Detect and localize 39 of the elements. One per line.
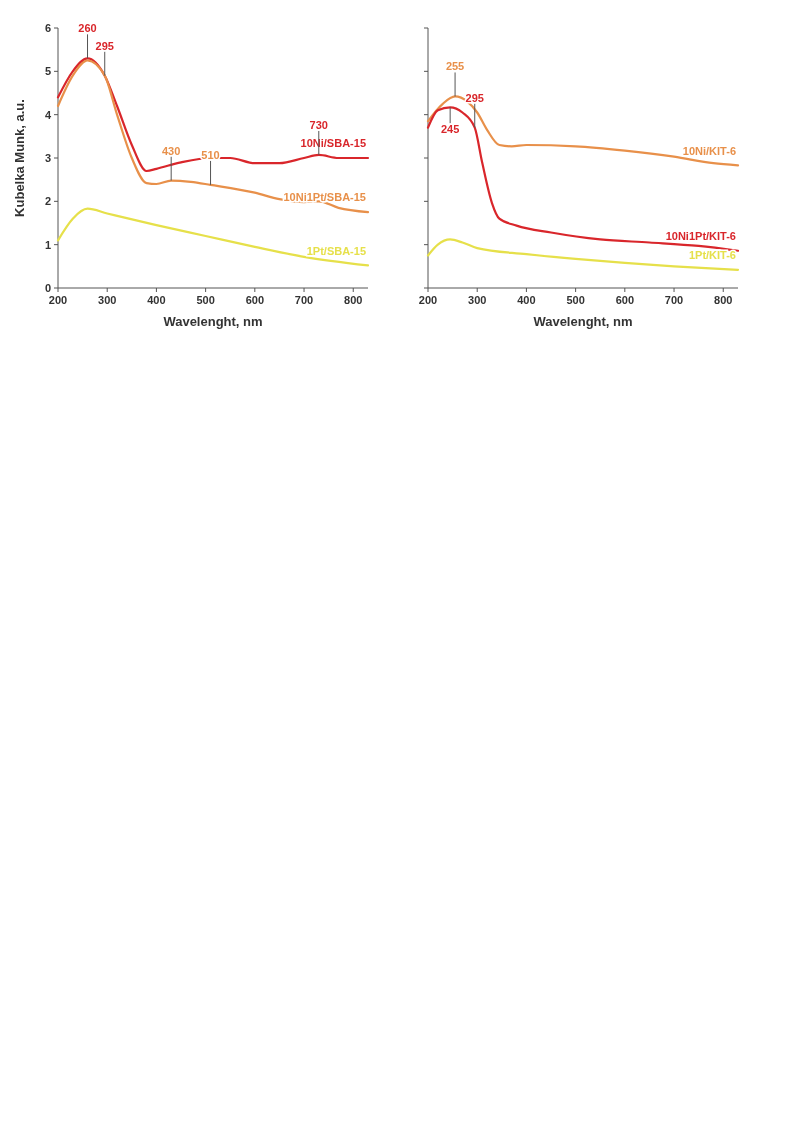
annotation: 255 — [445, 60, 465, 73]
x-tick-label: 500 — [566, 294, 585, 306]
y-tick-label: 1 — [44, 238, 51, 251]
x-tick-label: 400 — [147, 294, 166, 306]
y-tick-label: 4 — [44, 108, 52, 121]
x-tick-label: 800 — [344, 294, 363, 306]
x-tick-label: 600 — [615, 294, 635, 306]
x-tick-label: 300 — [98, 294, 117, 306]
x-tick-label: 200 — [418, 294, 438, 306]
x-axis-title: Wavelenght, nm — [533, 314, 633, 329]
annotation: 730 — [309, 118, 328, 131]
annotation: 260 — [78, 22, 97, 35]
y-tick-label: 0 — [44, 282, 51, 294]
x-tick-label: 800 — [714, 294, 733, 306]
line-series — [56, 57, 370, 173]
series-label: 10Ni1Pt/KIT-6 — [665, 229, 736, 242]
line-series — [56, 207, 370, 267]
y-axis-title: Kubelka Munk, a.u. — [12, 99, 27, 217]
annotation: 430 — [161, 144, 181, 157]
series-label: 10Ni1Pt/SBA-15 — [283, 191, 366, 204]
x-tick-label: 200 — [48, 294, 68, 306]
annotation: 245 — [440, 123, 460, 136]
x-tick-label: 700 — [664, 294, 684, 306]
x-tick-label: 600 — [245, 294, 265, 306]
annotation: 295 — [95, 39, 114, 52]
y-tick-label: 3 — [44, 152, 51, 164]
y-tick-label: 6 — [44, 22, 51, 34]
series-label: 10Ni/KIT-6 — [682, 144, 736, 157]
x-tick-label: 300 — [468, 294, 487, 306]
x-tick-label: 500 — [196, 294, 215, 306]
x-tick-label: 400 — [517, 294, 536, 306]
series-label: 1Pt/SBA-15 — [306, 244, 366, 257]
line-series — [56, 59, 370, 214]
y-tick-label: 5 — [44, 65, 51, 78]
x-axis-title: Wavelenght, nm — [163, 314, 263, 329]
series-label: 1Pt/KIT-6 — [688, 248, 736, 261]
annotation: 295 — [465, 91, 484, 104]
x-tick-label: 700 — [294, 294, 314, 306]
y-tick-label: 2 — [44, 195, 51, 208]
